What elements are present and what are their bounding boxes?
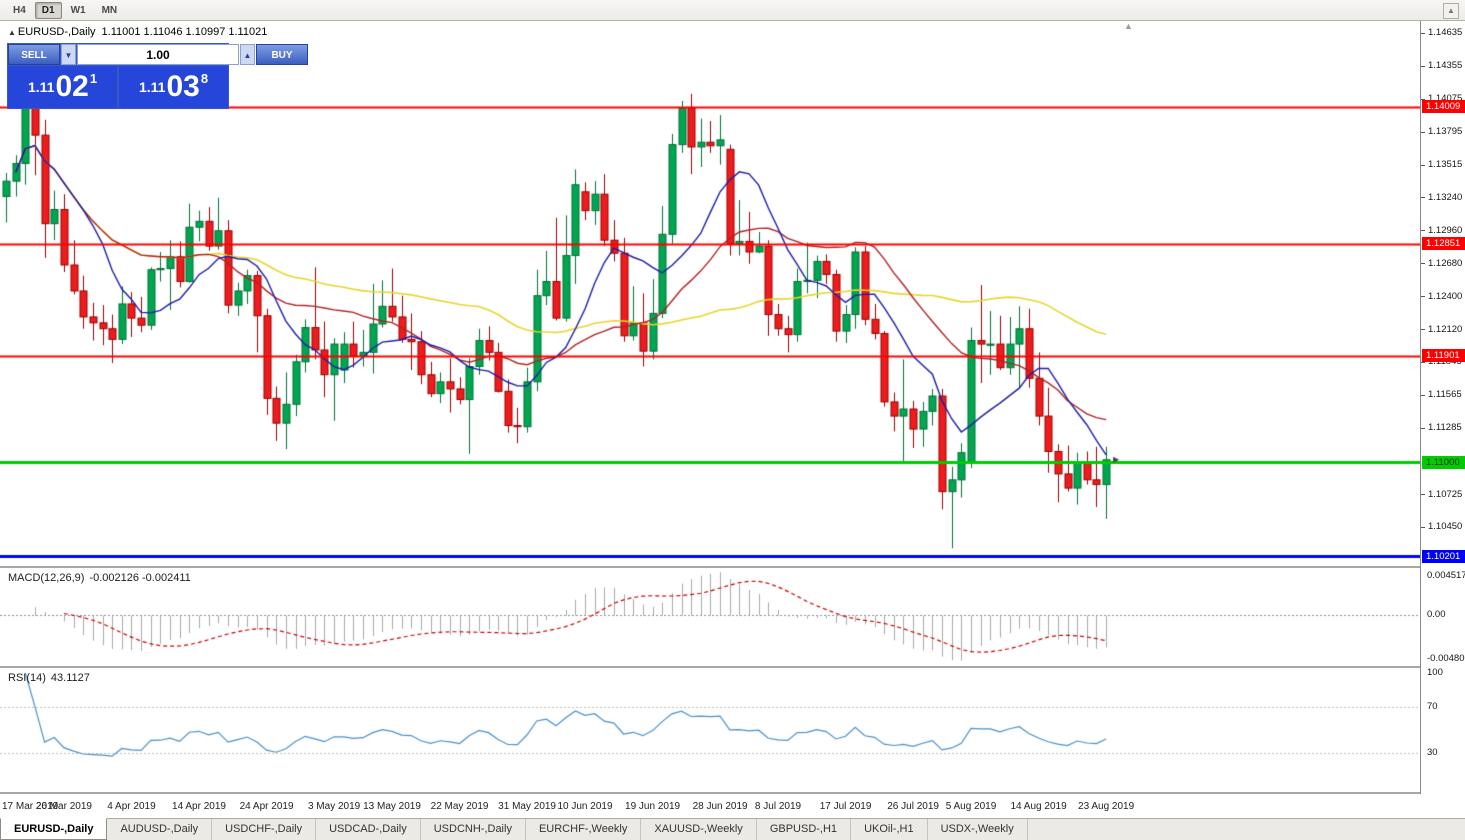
- panel-separator[interactable]: [0, 666, 1465, 668]
- macd-name: MACD(12,26,9): [8, 572, 85, 584]
- chart-shift-marker-icon[interactable]: ▲: [1124, 21, 1133, 31]
- chart-title: ▲ EURUSD-,Daily 1.11001 1.11046 1.10997 1.…: [8, 26, 267, 38]
- buy-price-small: 1.11: [138, 79, 166, 95]
- date-label: 8 Jul 2019: [754, 801, 802, 812]
- panel-separator[interactable]: [0, 566, 1465, 568]
- time-axis[interactable]: 17 Mar 2019 26 Mar 2019 4 Apr 2019 14 Apr 2…: [0, 794, 1420, 818]
- chart-tab-eurchf-weekly[interactable]: EURCHF-,Weekly: [526, 819, 642, 840]
- chart-tab-eurusd-daily[interactable]: EURUSD-,Daily: [0, 818, 108, 840]
- rsi-name: RSI(14): [8, 672, 46, 684]
- buy-price-display[interactable]: 1.11 03 8: [119, 66, 228, 108]
- rsi-scale-30: 30: [1427, 746, 1438, 758]
- date-label: 13 May 2019: [363, 801, 421, 812]
- sell-price-display[interactable]: 1.11 02 1: [8, 66, 117, 108]
- sell-price-sup: 1: [89, 70, 98, 86]
- price-tick-label: 1.14355: [1421, 60, 1465, 71]
- price-tick-label: 1.11285: [1421, 422, 1465, 433]
- macd-values: -0.002126 -0.002411: [89, 572, 191, 584]
- chart-ohlc-values: 1.11001 1.11046 1.10997 1.11021: [101, 26, 268, 38]
- timeframe-button-mn[interactable]: MN: [101, 4, 118, 16]
- date-label: 17 Mar 2019: [2, 801, 59, 812]
- price-level-label-1-11000: 1.11000: [1422, 456, 1465, 469]
- timeframe-button-w1[interactable]: W1: [70, 4, 86, 16]
- price-tick-label: 1.11565: [1421, 389, 1465, 400]
- date-label: 24 Apr 2019: [239, 801, 294, 812]
- price-tick-label: 1.12680: [1421, 258, 1465, 269]
- price-tick-label: 1.10450: [1421, 521, 1465, 532]
- buy-button[interactable]: BUY: [256, 44, 308, 65]
- panel-separator[interactable]: [0, 792, 1465, 794]
- chart-tab-usdchf-daily[interactable]: USDCHF-,Daily: [212, 819, 317, 840]
- sell-button[interactable]: SELL: [8, 44, 60, 65]
- price-scale[interactable]: 1.14635 1.14355 1.14075 1.13795 1.13515 1.132…: [1420, 21, 1465, 794]
- date-label: 14 Apr 2019: [172, 801, 226, 812]
- price-level-label-1-10201: 1.10201: [1422, 550, 1465, 563]
- date-label: 26 Jul 2019: [887, 801, 939, 812]
- buy-price-sup: 8: [200, 70, 209, 86]
- chart-area: ▲ EURUSD-,Daily 1.11001 1.11046 1.10997 1.…: [0, 21, 1465, 818]
- price-tick-label: 1.12960: [1421, 225, 1465, 236]
- chart-tab-gbpusd-h1[interactable]: GBPUSD-,H1: [757, 819, 852, 840]
- chart-tabs-bar: EURUSD-,Daily AUDUSD-,Daily USDCHF-,Daily U…: [0, 818, 1465, 840]
- volume-input[interactable]: [77, 44, 239, 65]
- trade-panel-prices: 1.11 02 1 1.11 03 8: [8, 66, 228, 108]
- chart-tab-audusd-daily[interactable]: AUDUSD-,Daily: [107, 819, 213, 840]
- date-label: 26 Mar 2019: [35, 801, 92, 812]
- timeframe-button-d1[interactable]: D1: [34, 1, 62, 19]
- sell-price-small: 1.11: [27, 79, 55, 95]
- price-tick-label: 1.12400: [1421, 291, 1465, 302]
- macd-scale-bottom: -0.004806: [1427, 653, 1465, 664]
- trade-panel-controls: SELL ▼ ▲ BUY: [8, 44, 308, 65]
- rsi-scale-70: 70: [1427, 701, 1438, 713]
- macd-label: MACD(12,26,9) -0.002126 -0.002411: [8, 572, 196, 584]
- volume-down-button[interactable]: ▼: [61, 44, 76, 65]
- date-label: 10 Jun 2019: [557, 801, 613, 812]
- macd-scale-zero: 0.00: [1427, 609, 1446, 621]
- rsi-scale-100: 100: [1427, 667, 1443, 678]
- date-label: 19 Jun 2019: [625, 801, 681, 812]
- date-label: 22 May 2019: [430, 801, 489, 812]
- rsi-value: 43.1127: [50, 672, 90, 684]
- price-tick-label: 1.13240: [1421, 192, 1465, 203]
- toolbar-scroll-up-button[interactable]: ▲: [1443, 3, 1459, 19]
- timeframe-button-h4[interactable]: H4: [13, 4, 26, 16]
- price-tick-label: 1.12120: [1421, 324, 1465, 335]
- toolbar: H4 D1 W1 MN ▲: [0, 0, 1465, 21]
- price-level-label-1-11901: 1.11901: [1422, 349, 1465, 362]
- date-label: 28 Jun 2019: [692, 801, 748, 812]
- sell-price-big: 02: [55, 70, 89, 103]
- timeframe-buttons: H4 D1 W1 MN: [6, 1, 124, 19]
- price-tick-label: 1.14635: [1421, 27, 1465, 38]
- date-label: 4 Apr 2019: [107, 801, 156, 812]
- price-tick-label: 1.13515: [1421, 159, 1465, 170]
- price-level-label-1-12851: 1.12851: [1422, 237, 1465, 250]
- buy-price-big: 03: [166, 70, 200, 103]
- date-label: 23 Aug 2019: [1078, 801, 1135, 812]
- symbol-marker-icon: ▲: [8, 28, 16, 37]
- macd-scale-top: 0.004517: [1427, 570, 1465, 581]
- price-level-label-1-14009: 1.14009: [1422, 100, 1465, 113]
- chart-tab-usdcad-daily[interactable]: USDCAD-,Daily: [316, 819, 421, 840]
- chart-tab-usdx-weekly[interactable]: USDX-,Weekly: [928, 819, 1028, 840]
- date-label: 14 Aug 2019: [1010, 801, 1067, 812]
- chart-tab-usdcnh-daily[interactable]: USDCNH-,Daily: [421, 819, 526, 840]
- chart-symbol-label: EURUSD-,Daily: [17, 26, 96, 38]
- price-chart-canvas[interactable]: [0, 21, 1420, 566]
- rsi-indicator-canvas[interactable]: [0, 668, 1420, 792]
- date-label: 17 Jul 2019: [819, 801, 872, 812]
- macd-indicator-canvas[interactable]: [0, 568, 1420, 666]
- price-tick-label: 1.13795: [1421, 126, 1465, 137]
- date-label: 5 Aug 2019: [945, 801, 997, 812]
- date-label: 3 May 2019: [307, 801, 361, 812]
- rsi-label: RSI(14) 43.1127: [8, 672, 95, 684]
- volume-up-button[interactable]: ▲: [240, 44, 255, 65]
- chart-tab-xauusd-weekly[interactable]: XAUUSD-,Weekly: [641, 819, 757, 840]
- chart-tab-ukoil-h1[interactable]: UKOil-,H1: [851, 819, 928, 840]
- price-tick-label: 1.14075: [1421, 93, 1465, 104]
- date-label: 31 May 2019: [498, 801, 557, 812]
- price-tick-label: 1.10725: [1421, 489, 1465, 500]
